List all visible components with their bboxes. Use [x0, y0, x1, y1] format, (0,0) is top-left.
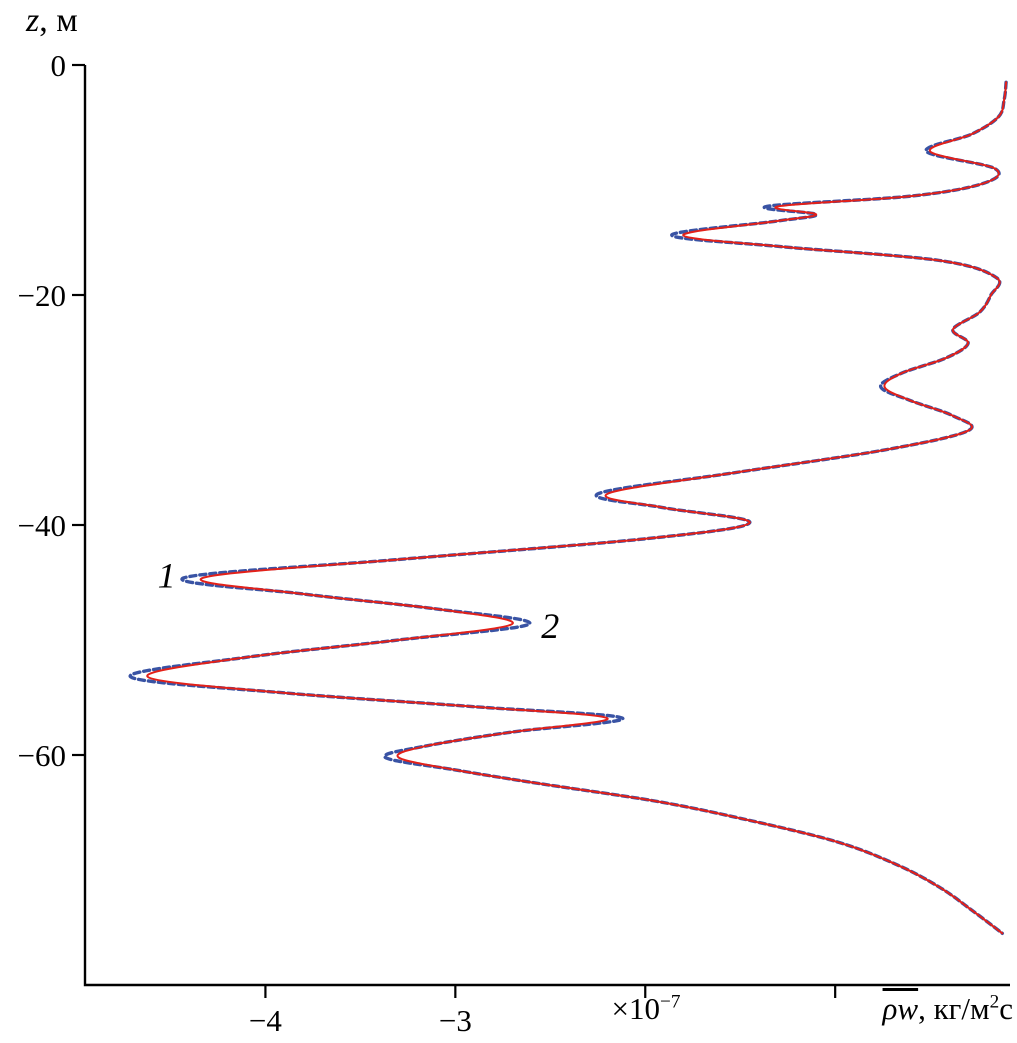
- y-tick-label: −20: [18, 278, 66, 313]
- x-axis-title: ρw, кг/м2с: [882, 991, 1013, 1026]
- y-tick-label: 0: [51, 48, 67, 83]
- y-axis-variable: z: [26, 2, 40, 39]
- x-axis-scale-label: ×10−7: [578, 991, 714, 1026]
- x-title-units: , кг/м: [918, 991, 990, 1026]
- curve-label-1: 1: [158, 556, 176, 596]
- x-title-end: с: [999, 991, 1013, 1026]
- x-title-rho-w: ρw: [882, 991, 919, 1026]
- y-tick-label: −60: [18, 738, 66, 773]
- curve-label-2: 2: [541, 606, 559, 646]
- x-tick-label: −3: [439, 1003, 472, 1038]
- curve-series-1: [146, 81, 1008, 935]
- curve-series-2: [128, 80, 1008, 935]
- x-scale-base: ×10: [611, 991, 661, 1026]
- y-axis-unit: , м: [39, 2, 78, 39]
- axis-spines: [83, 65, 1010, 987]
- x-tick-label: −4: [249, 1003, 282, 1038]
- x-scale-exponent: −7: [660, 991, 681, 1013]
- y-tick-label: −40: [18, 508, 66, 543]
- x-title-superscript: 2: [989, 991, 1000, 1013]
- y-axis-title: z, м: [26, 2, 78, 39]
